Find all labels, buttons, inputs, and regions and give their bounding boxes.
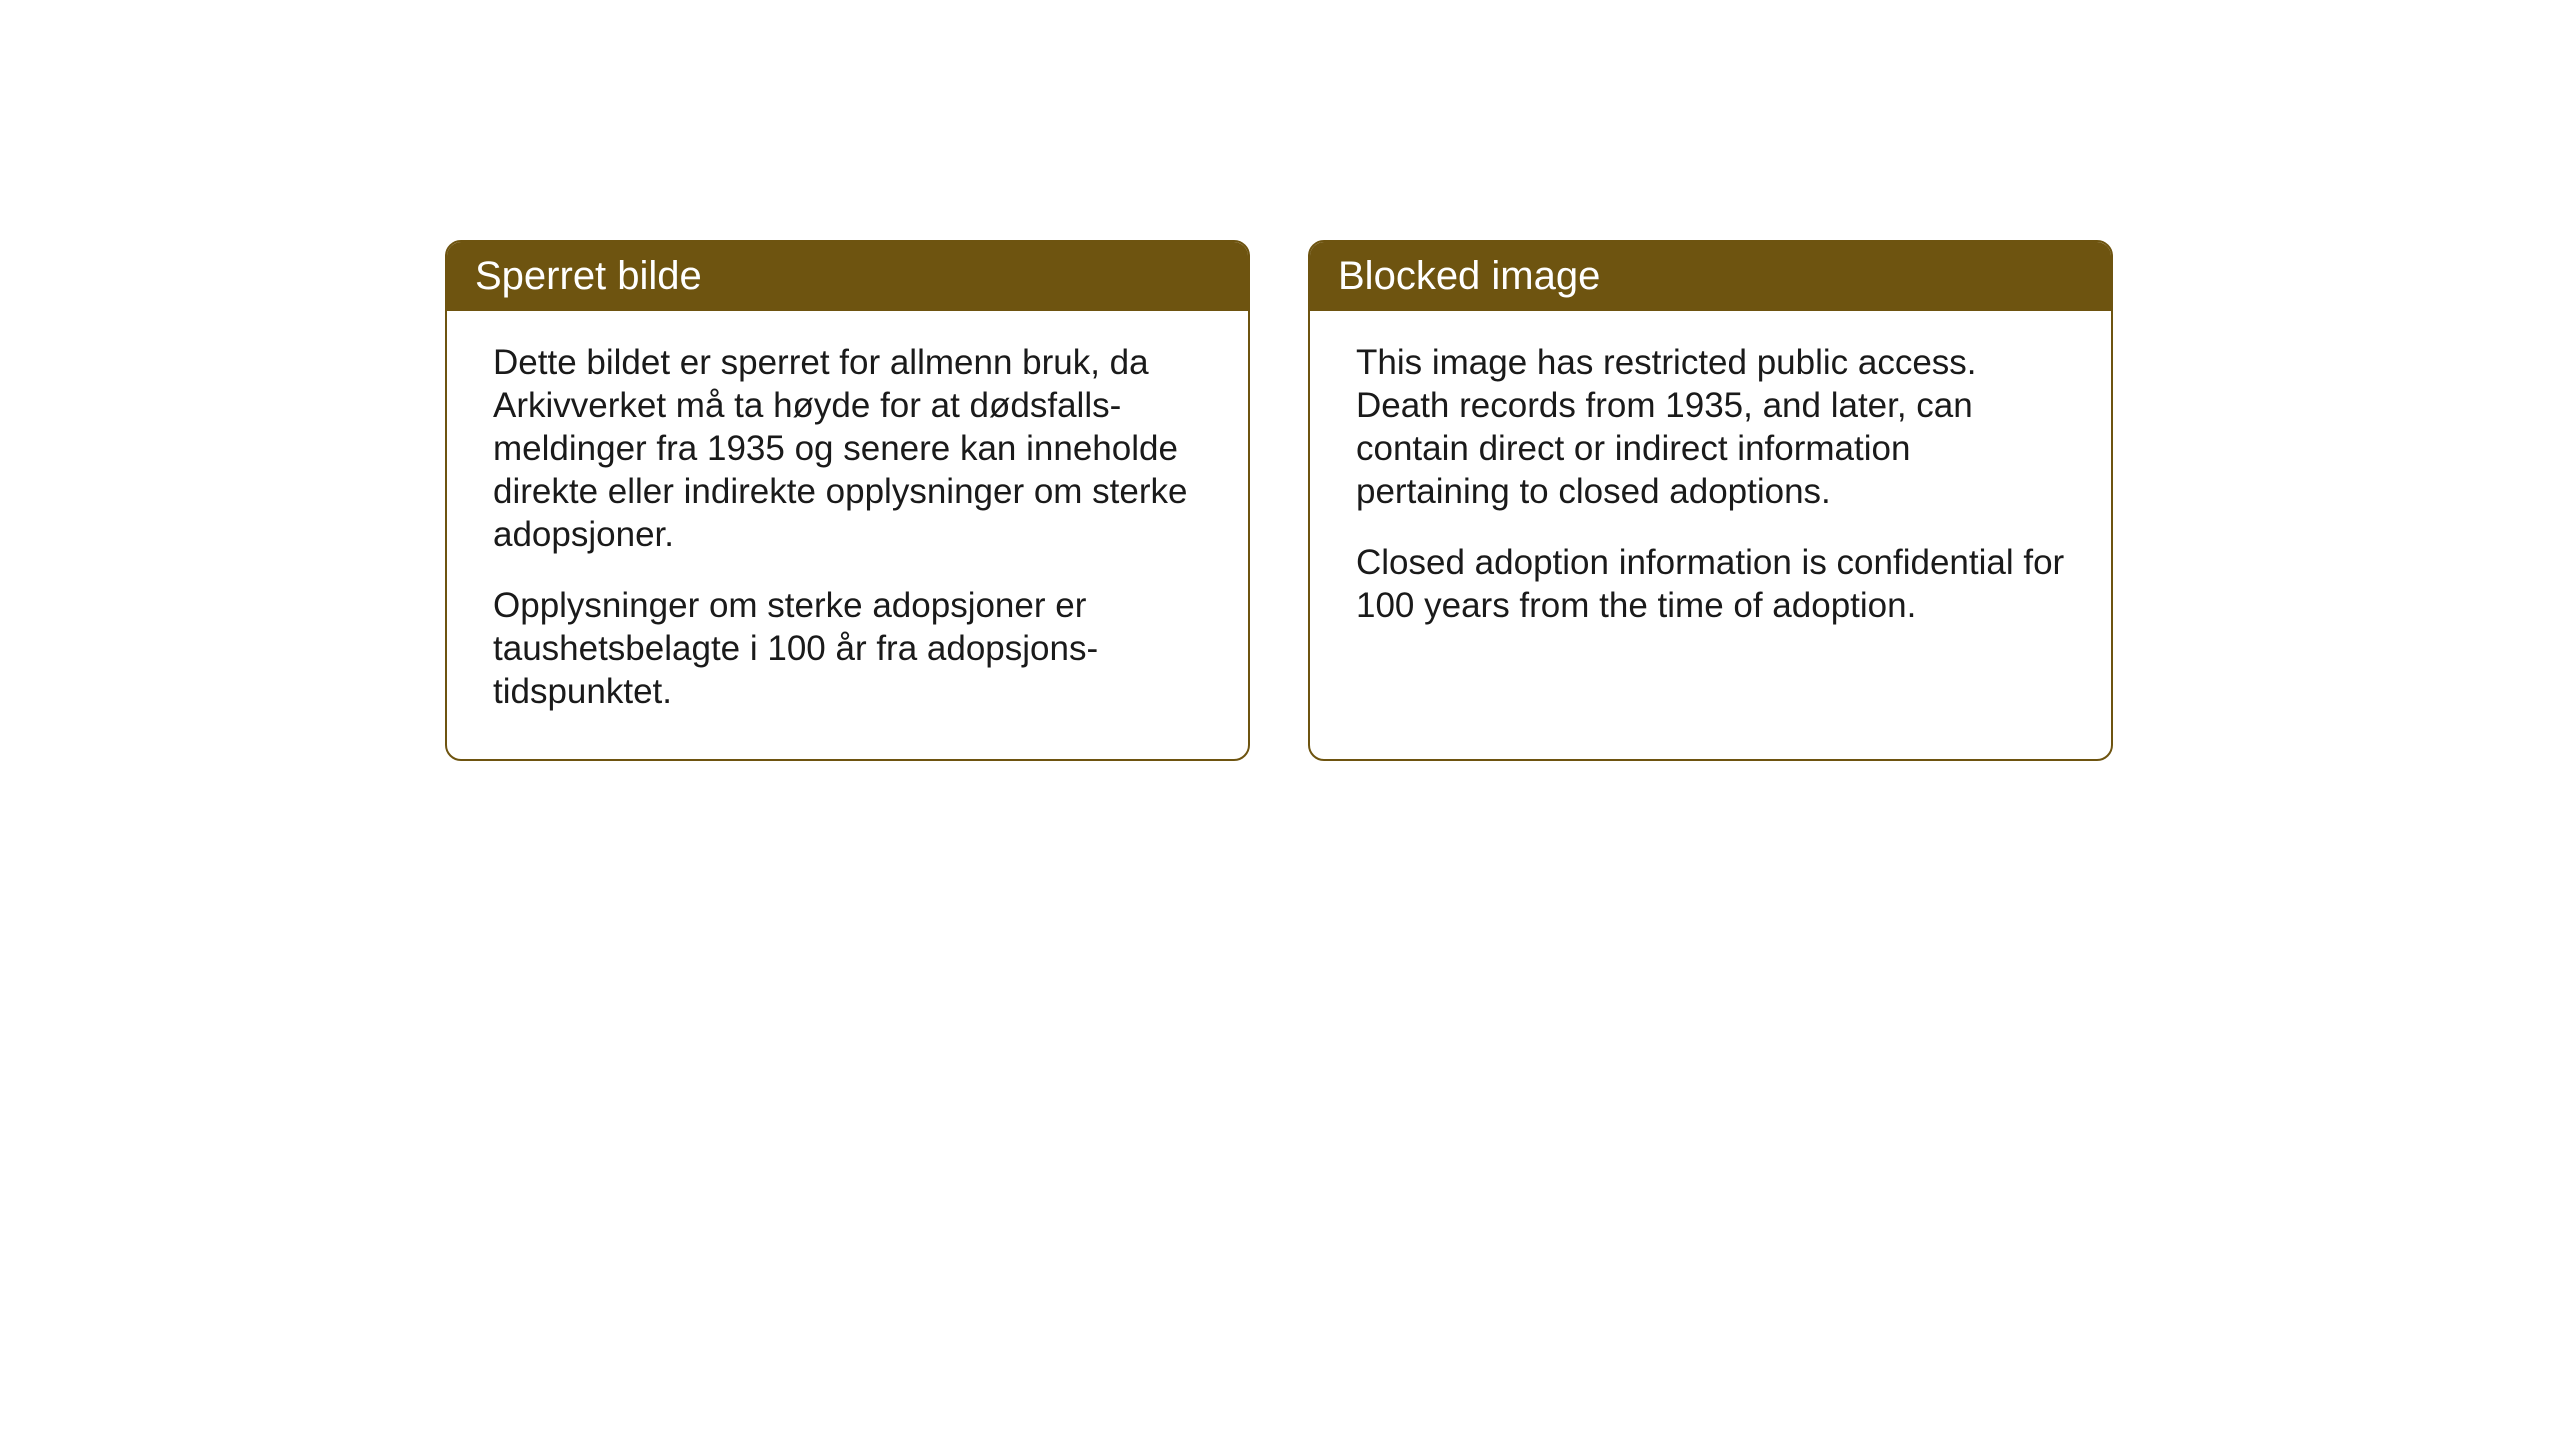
card-paragraph-1-english: This image has restricted public access.… — [1356, 341, 2065, 513]
card-paragraph-2-english: Closed adoption information is confident… — [1356, 541, 2065, 627]
notification-card-norwegian: Sperret bilde Dette bildet er sperret fo… — [445, 240, 1250, 761]
card-title-norwegian: Sperret bilde — [475, 254, 702, 298]
notification-card-english: Blocked image This image has restricted … — [1308, 240, 2113, 761]
card-paragraph-1-norwegian: Dette bildet er sperret for allmenn bruk… — [493, 341, 1202, 556]
card-body-norwegian: Dette bildet er sperret for allmenn bruk… — [447, 311, 1248, 759]
notification-cards-container: Sperret bilde Dette bildet er sperret fo… — [445, 240, 2113, 761]
card-body-english: This image has restricted public access.… — [1310, 311, 2111, 759]
card-header-norwegian: Sperret bilde — [447, 242, 1248, 311]
card-header-english: Blocked image — [1310, 242, 2111, 311]
card-title-english: Blocked image — [1338, 254, 1600, 298]
card-paragraph-2-norwegian: Opplysninger om sterke adopsjoner er tau… — [493, 584, 1202, 713]
